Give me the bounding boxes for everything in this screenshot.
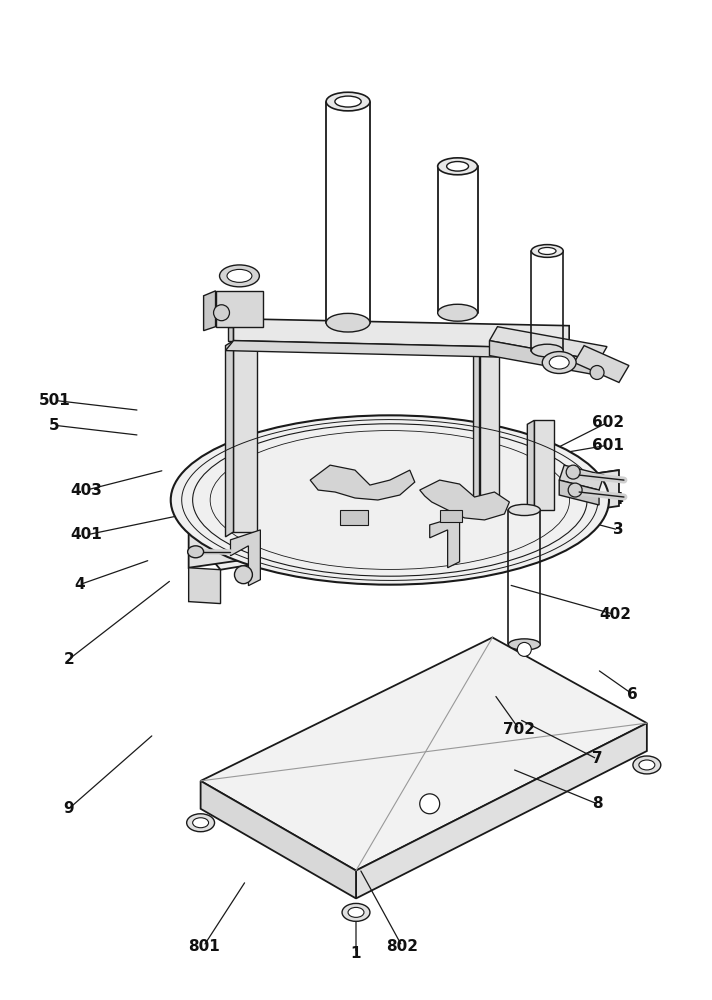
Polygon shape: [189, 470, 619, 570]
Text: 8: 8: [592, 796, 602, 811]
Text: 4: 4: [74, 577, 85, 592]
Ellipse shape: [633, 756, 661, 774]
Polygon shape: [204, 291, 216, 331]
Ellipse shape: [348, 907, 364, 917]
Circle shape: [420, 794, 440, 814]
Polygon shape: [534, 420, 554, 510]
Ellipse shape: [446, 162, 468, 171]
Polygon shape: [234, 341, 257, 532]
Polygon shape: [559, 465, 604, 490]
Text: 1: 1: [351, 946, 361, 961]
Polygon shape: [231, 530, 261, 586]
Text: 802: 802: [386, 939, 418, 954]
Text: 403: 403: [70, 483, 103, 498]
Polygon shape: [440, 510, 461, 522]
Text: 3: 3: [613, 522, 624, 537]
Polygon shape: [489, 341, 599, 375]
Polygon shape: [430, 516, 459, 568]
Text: 601: 601: [592, 438, 624, 453]
Polygon shape: [340, 510, 368, 525]
Circle shape: [566, 465, 580, 479]
Ellipse shape: [543, 352, 576, 373]
Polygon shape: [479, 331, 499, 512]
Text: 402: 402: [599, 607, 631, 622]
Text: 6: 6: [627, 687, 638, 702]
Circle shape: [568, 483, 582, 497]
Ellipse shape: [335, 96, 361, 107]
Polygon shape: [489, 327, 607, 361]
Polygon shape: [473, 331, 479, 516]
Polygon shape: [310, 465, 415, 500]
Ellipse shape: [508, 504, 540, 516]
Circle shape: [214, 305, 229, 321]
Ellipse shape: [531, 344, 563, 357]
Ellipse shape: [342, 903, 370, 921]
Text: 9: 9: [63, 801, 74, 816]
Polygon shape: [189, 568, 221, 604]
Text: 602: 602: [592, 415, 624, 430]
Ellipse shape: [219, 265, 259, 287]
Ellipse shape: [326, 92, 370, 111]
Ellipse shape: [171, 415, 609, 585]
Ellipse shape: [508, 639, 540, 650]
Ellipse shape: [187, 814, 214, 832]
Circle shape: [234, 566, 253, 584]
Circle shape: [590, 366, 604, 379]
Polygon shape: [420, 480, 509, 520]
Ellipse shape: [438, 158, 478, 175]
Text: 801: 801: [188, 939, 219, 954]
Polygon shape: [574, 346, 629, 382]
Text: 702: 702: [503, 722, 535, 737]
Polygon shape: [559, 480, 599, 505]
Ellipse shape: [549, 356, 569, 369]
Polygon shape: [226, 341, 234, 537]
Text: 7: 7: [592, 751, 602, 766]
Polygon shape: [201, 637, 647, 871]
Ellipse shape: [188, 546, 204, 558]
Polygon shape: [528, 420, 534, 514]
Ellipse shape: [538, 247, 556, 254]
Text: 5: 5: [49, 418, 60, 433]
Polygon shape: [189, 470, 619, 568]
Polygon shape: [234, 319, 569, 349]
Text: 501: 501: [38, 393, 70, 408]
Circle shape: [518, 642, 531, 656]
Ellipse shape: [531, 245, 563, 257]
Polygon shape: [216, 291, 263, 327]
Ellipse shape: [639, 760, 655, 770]
Ellipse shape: [227, 269, 252, 282]
Polygon shape: [201, 781, 356, 898]
Ellipse shape: [438, 304, 478, 321]
Text: 401: 401: [70, 527, 103, 542]
Ellipse shape: [326, 313, 370, 332]
Polygon shape: [226, 341, 569, 359]
Ellipse shape: [193, 818, 209, 828]
Polygon shape: [356, 723, 647, 898]
Polygon shape: [228, 327, 259, 341]
Text: 404: 404: [592, 492, 624, 508]
Text: 2: 2: [63, 652, 74, 667]
